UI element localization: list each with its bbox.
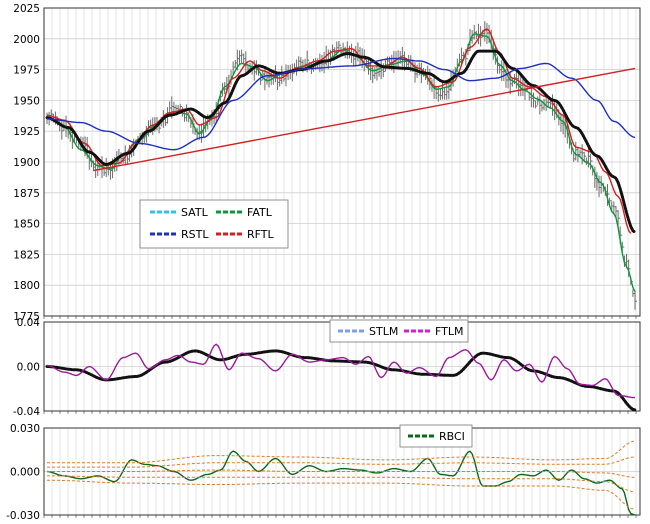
y-tick-label: 1900 <box>13 157 40 169</box>
plot-frame <box>43 7 641 317</box>
legend-label-rftl: RFTL <box>247 228 274 241</box>
series-band-lower-2 <box>47 479 636 510</box>
plot-frame <box>43 427 641 516</box>
legend-box <box>399 424 473 448</box>
legend-label-rbci: RBCI <box>439 430 465 443</box>
panel-stlm-ftlm: 0.04 0.00 -0.04 STLM FTLM <box>13 317 641 418</box>
legend-label-ftlm: FTLM <box>435 325 463 338</box>
panel-rbci: 0.030 0.000 -0.030 RBCI <box>6 423 641 522</box>
y-tick-label: 1875 <box>13 188 40 200</box>
y-tick-label: 1925 <box>13 126 40 138</box>
y-tick-label: 2000 <box>13 34 40 46</box>
series-band-upper-2 <box>47 440 636 464</box>
y-tick-label: 1825 <box>13 249 40 261</box>
legend: STLM FTLM <box>329 319 469 343</box>
legend-label-satl: SATL <box>181 206 209 219</box>
legend-box <box>139 199 289 249</box>
legend: RBCI <box>399 424 473 448</box>
legend-label-stlm: STLM <box>369 325 398 338</box>
y-tick-label: 1775 <box>13 311 40 323</box>
series-band-upper-1 <box>47 456 636 468</box>
y-tick-label: 1850 <box>13 219 40 231</box>
y-tick-label: 0.000 <box>10 467 40 479</box>
y-tick-label: 0.00 <box>17 362 40 374</box>
series-stlm <box>45 349 637 412</box>
series-rbci <box>46 450 636 516</box>
y-tick-label: 1800 <box>13 280 40 292</box>
y-tick-label: 0.030 <box>10 423 40 435</box>
series-ftlm <box>46 343 635 399</box>
legend: SATL FATL RSTL RFTL <box>139 199 289 249</box>
series-band-lower-1 <box>47 475 636 493</box>
legend-label-rstl: RSTL <box>181 228 209 241</box>
series-trendline <box>93 67 636 172</box>
y-tick-label: 1975 <box>13 65 40 77</box>
panel-price: 2025 2000 1975 1950 1925 1900 1875 1850 1825 1800… <box>13 3 641 323</box>
series-rstl <box>47 57 636 151</box>
y-tick-label: -0.030 <box>6 510 40 522</box>
y-tick-label: 0.04 <box>17 317 41 329</box>
y-tick-label: 1950 <box>13 95 40 107</box>
legend-label-fatl: FATL <box>247 206 273 219</box>
legend-box <box>329 319 469 343</box>
y-tick-label: 2025 <box>13 3 40 15</box>
series-band-center <box>47 469 636 478</box>
y-tick-label: -0.04 <box>13 406 40 418</box>
